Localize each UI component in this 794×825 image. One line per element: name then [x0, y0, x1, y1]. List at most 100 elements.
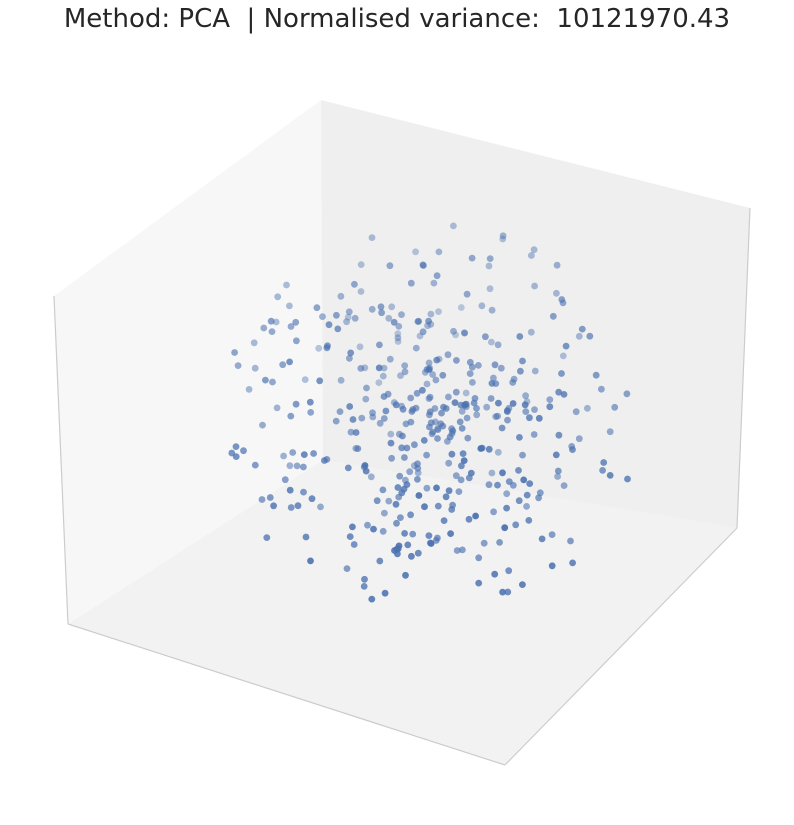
data-point	[423, 380, 431, 388]
data-point	[567, 537, 574, 545]
data-point	[325, 321, 333, 329]
data-point	[399, 432, 406, 440]
data-point	[332, 417, 340, 425]
data-point	[336, 408, 344, 415]
data-point	[375, 364, 383, 372]
data-point	[497, 364, 505, 372]
data-point	[268, 328, 276, 335]
data-point	[522, 408, 530, 415]
data-point	[521, 401, 529, 409]
data-point	[425, 317, 432, 325]
data-point	[572, 408, 580, 416]
data-point	[450, 327, 457, 335]
data-point	[468, 254, 476, 262]
data-point	[397, 514, 404, 521]
data-point	[394, 334, 402, 342]
data-point	[414, 460, 421, 468]
data-point	[445, 487, 453, 495]
data-point	[606, 428, 614, 436]
data-point	[376, 419, 384, 427]
data-point	[465, 515, 473, 523]
data-point	[412, 344, 420, 352]
data-point	[457, 401, 465, 409]
data-point	[435, 248, 443, 256]
data-point	[592, 371, 600, 379]
data-point	[440, 403, 447, 411]
data-point	[522, 392, 529, 400]
data-point	[515, 497, 523, 505]
data-point	[494, 341, 502, 349]
data-point	[344, 464, 352, 472]
data-point	[379, 486, 387, 494]
data-point	[445, 393, 452, 401]
data-point	[503, 490, 511, 498]
data-point	[408, 408, 416, 415]
data-point	[357, 288, 365, 295]
data-point	[530, 246, 538, 254]
data-point	[414, 549, 422, 557]
data-point	[486, 255, 494, 262]
data-point	[475, 554, 483, 562]
data-point	[429, 428, 437, 436]
data-point	[535, 494, 542, 502]
data-point	[409, 530, 417, 538]
data-point	[369, 409, 376, 417]
data-point	[251, 364, 259, 372]
floor-pane	[68, 460, 737, 765]
data-point	[387, 439, 395, 447]
data-point	[376, 557, 384, 565]
data-point	[310, 450, 317, 457]
data-point	[611, 403, 619, 411]
data-point	[490, 374, 497, 382]
data-point	[469, 379, 476, 386]
data-point	[459, 450, 467, 457]
data-point	[347, 349, 355, 357]
data-point	[462, 389, 470, 397]
data-point	[462, 400, 470, 408]
data-point	[494, 481, 501, 489]
data-point	[407, 511, 414, 519]
data-point	[480, 539, 488, 547]
data-point	[575, 332, 583, 340]
data-point	[415, 492, 423, 499]
data-point	[560, 482, 568, 489]
data-point	[419, 328, 427, 336]
data-point	[461, 329, 468, 337]
data-point	[485, 445, 493, 453]
left-vertical-edge	[53, 295, 69, 625]
data-point	[450, 222, 457, 230]
data-point	[337, 292, 345, 300]
data-point	[352, 429, 360, 436]
data-point	[485, 262, 493, 270]
chart-title: Method: PCA | Normalised variance: 10121…	[63, 4, 731, 34]
data-point	[281, 476, 289, 484]
data-point	[531, 367, 539, 375]
data-point	[456, 418, 464, 426]
data-point	[286, 462, 294, 470]
data-point	[349, 523, 356, 531]
data-point	[457, 304, 465, 311]
data-point	[398, 444, 406, 452]
data-point	[300, 463, 307, 471]
data-point	[273, 404, 281, 412]
data-point	[403, 481, 411, 488]
data-point	[412, 248, 419, 256]
data-point	[434, 426, 442, 433]
data-point	[289, 449, 297, 456]
data-point	[317, 503, 324, 511]
data-point	[351, 280, 358, 288]
data-point	[397, 372, 404, 379]
data-point	[488, 338, 495, 346]
data-point	[319, 313, 326, 320]
data-point	[552, 451, 560, 459]
data-point	[343, 318, 350, 326]
data-point	[286, 358, 293, 366]
data-point	[270, 502, 277, 510]
data-point	[586, 332, 594, 340]
data-point	[368, 595, 376, 603]
data-point	[478, 302, 486, 310]
data-point	[452, 472, 460, 480]
data-point	[503, 408, 511, 415]
data-point	[293, 337, 300, 345]
